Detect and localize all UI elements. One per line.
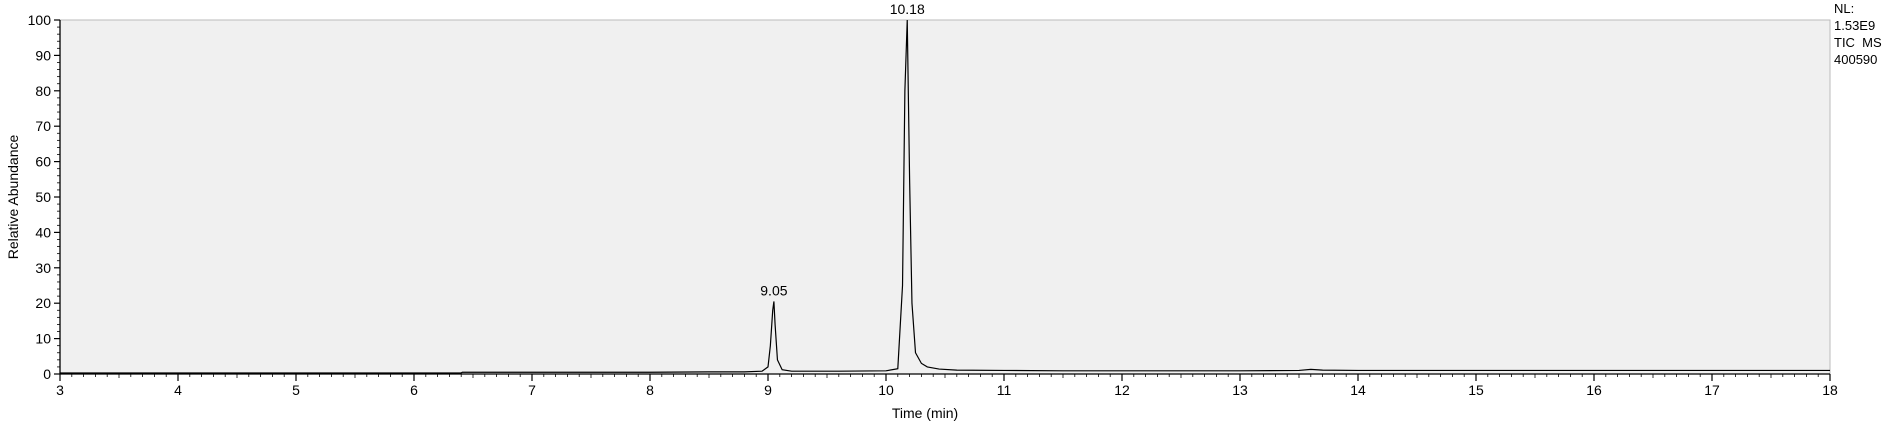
x-tick-label: 16: [1586, 382, 1602, 398]
x-tick-label: 11: [997, 382, 1012, 398]
plot-area-background: [59, 19, 1831, 375]
x-axis-title: Time (min): [892, 405, 958, 421]
scan-filter-label: TIC MS: [1834, 35, 1882, 50]
y-tick-label: 100: [28, 12, 52, 28]
x-tick-label: 4: [174, 382, 182, 398]
file-name-label: 400590: [1834, 52, 1877, 67]
y-tick-labels: 0 10 20 30 40 50 60 70 80 90 100: [28, 12, 52, 382]
tic-trace-line: [60, 19, 1830, 374]
y-tick-label: 80: [35, 83, 51, 99]
peak-label: 10.18: [890, 1, 925, 17]
y-axis-title: Relative Abundance: [5, 135, 21, 260]
x-tick-label: 15: [1468, 382, 1484, 398]
y-tick-label: 20: [35, 295, 51, 311]
x-tick-label: 9: [764, 382, 772, 398]
x-major-ticks: [59, 374, 1831, 381]
y-tick-label: 10: [35, 331, 51, 347]
x-tick-label: 6: [410, 382, 418, 398]
x-tick-label: 8: [646, 382, 654, 398]
x-tick-label: 5: [292, 382, 300, 398]
x-tick-label: 12: [1114, 382, 1130, 398]
x-tick-label: 7: [528, 382, 536, 398]
y-tick-label: 70: [35, 118, 51, 134]
x-tick-label: 18: [1822, 382, 1838, 398]
normalization-level-label: NL:: [1834, 1, 1854, 16]
x-tick-label: 10: [878, 382, 894, 398]
x-tick-label: 14: [1350, 382, 1366, 398]
x-tick-label: 17: [1704, 382, 1720, 398]
peak-labels: 9.05 10.18: [760, 1, 925, 298]
normalization-level-value: 1.53E9: [1834, 18, 1875, 33]
peak-label: 9.05: [760, 282, 787, 298]
y-tick-label: 60: [35, 154, 51, 170]
y-major-ticks: [54, 19, 60, 375]
y-tick-label: 90: [35, 47, 51, 63]
y-tick-label: 40: [35, 224, 51, 240]
x-tick-label: 13: [1232, 382, 1248, 398]
y-tick-label: 50: [35, 189, 51, 205]
x-tick-label: 3: [56, 382, 64, 398]
y-tick-label: 0: [43, 366, 51, 382]
y-tick-label: 30: [35, 260, 51, 276]
x-tick-labels: 3 4 5 6 7 8 9 10 11 12 13 14 15 16 17 18: [56, 382, 1838, 398]
